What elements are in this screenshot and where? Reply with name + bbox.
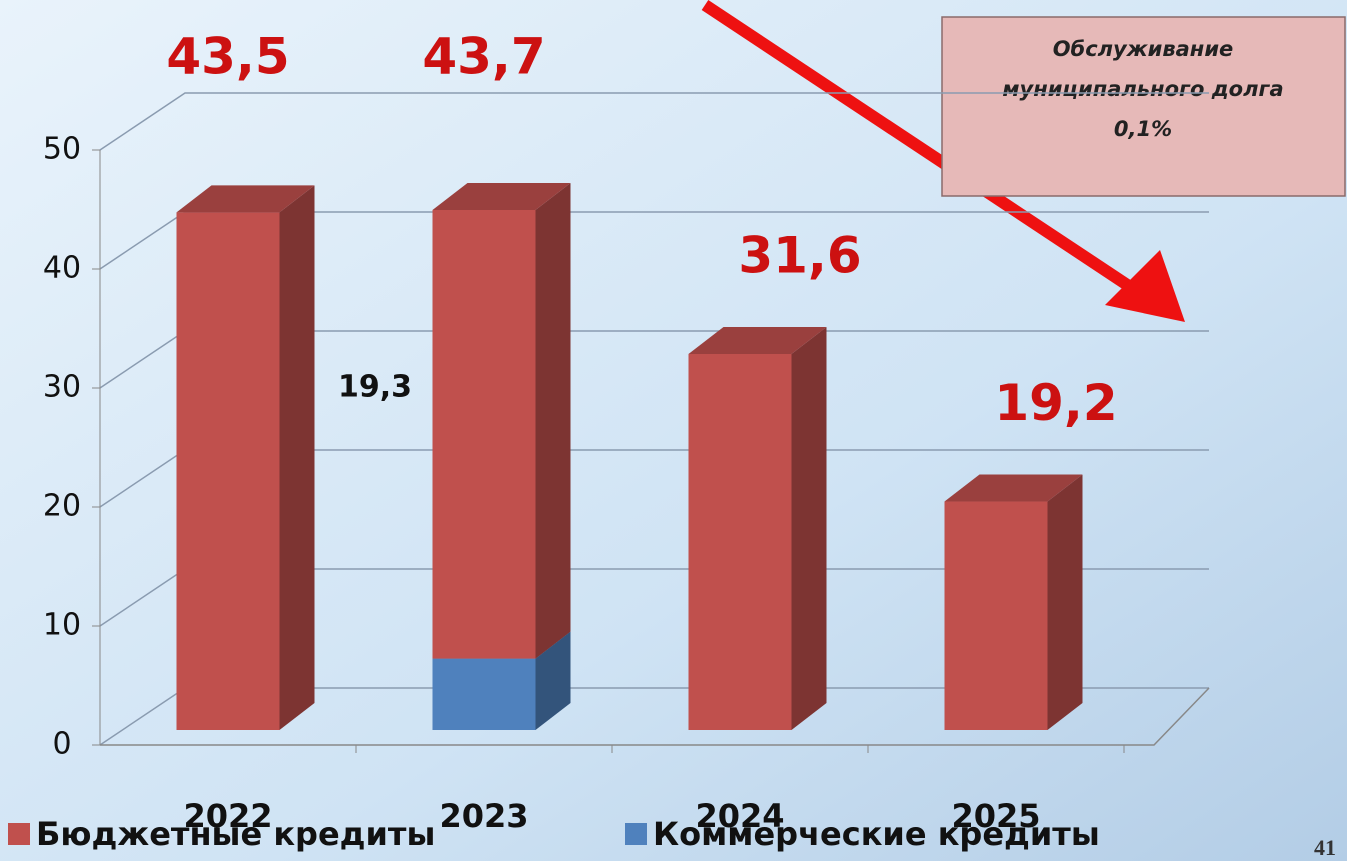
bar <box>177 185 315 730</box>
chart: Обслуживание муниципального долга 0,1% 4… <box>0 0 1347 861</box>
annotation: 19,3 <box>338 370 412 405</box>
bar-side <box>792 327 827 730</box>
total-label: 43,5 <box>166 28 289 86</box>
bar <box>433 183 571 659</box>
total-label: 43,7 <box>422 28 545 86</box>
bar-side <box>536 183 571 659</box>
y-tick-label: 40 <box>43 251 81 286</box>
legend-label: Бюджетные кредиты <box>36 815 435 853</box>
bar-side <box>1048 475 1083 730</box>
legend-swatch <box>625 823 647 845</box>
y-tick-label: 10 <box>43 608 81 643</box>
bar-front <box>433 210 536 659</box>
y-tick-label: 20 <box>43 489 81 524</box>
bar-front <box>177 212 280 730</box>
x-tick-label: 2023 <box>439 797 528 835</box>
page-number: 41 <box>1314 835 1336 860</box>
bar <box>945 475 1083 730</box>
callout-text: муниципального долга <box>1002 77 1283 101</box>
callout-text: Обслуживание <box>1053 37 1234 61</box>
page: Обслуживание муниципального долга 0,1% 4… <box>0 0 1347 861</box>
bar-front <box>945 502 1048 730</box>
legend-swatch <box>8 823 30 845</box>
y-tick-label: 30 <box>43 370 81 405</box>
callout-text: 0,1% <box>1114 117 1172 141</box>
bar <box>689 327 827 730</box>
bar-side <box>280 185 315 730</box>
total-label: 19,2 <box>994 374 1117 432</box>
legend-label: Коммерческие кредиты <box>653 815 1100 853</box>
total-label: 31,6 <box>738 226 861 284</box>
y-tick-label: 50 <box>43 132 81 167</box>
y-tick-label: 0 <box>52 727 71 762</box>
bar-front <box>433 659 536 730</box>
bar-front <box>689 354 792 730</box>
